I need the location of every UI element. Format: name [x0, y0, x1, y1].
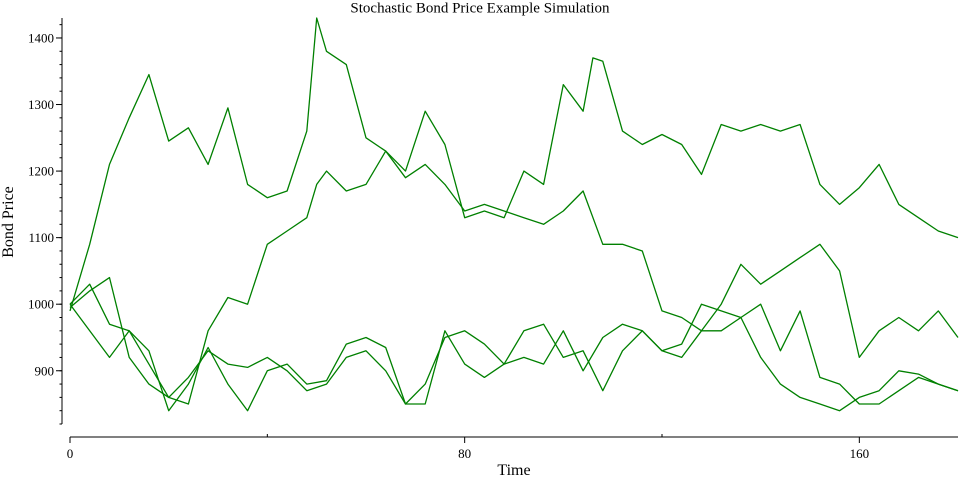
chart-title: Stochastic Bond Price Example Simulation	[350, 1, 610, 17]
series-line-3	[69, 303, 959, 412]
x-axis: 0 80 160	[67, 434, 958, 461]
y-tick-label: 1400	[28, 30, 54, 45]
x-axis-label: Time	[497, 462, 530, 479]
x-tick-label: 0	[67, 446, 74, 461]
y-tick-label: 1000	[28, 297, 54, 312]
y-tick-label: 1100	[28, 230, 54, 245]
series-line-2	[69, 150, 959, 405]
series-lines	[69, 17, 959, 412]
y-tick-label: 1300	[28, 97, 54, 112]
y-axis: 900 1000 1100 1200 1300 1400	[28, 18, 63, 425]
x-tick-label: 160	[850, 446, 870, 461]
y-tick-label: 900	[35, 363, 55, 378]
series-line-1	[69, 17, 959, 312]
series-line-4	[69, 276, 959, 405]
y-tick-label: 1200	[28, 164, 54, 179]
y-axis-label: Bond Price	[0, 186, 17, 258]
x-tick-label: 80	[458, 446, 471, 461]
